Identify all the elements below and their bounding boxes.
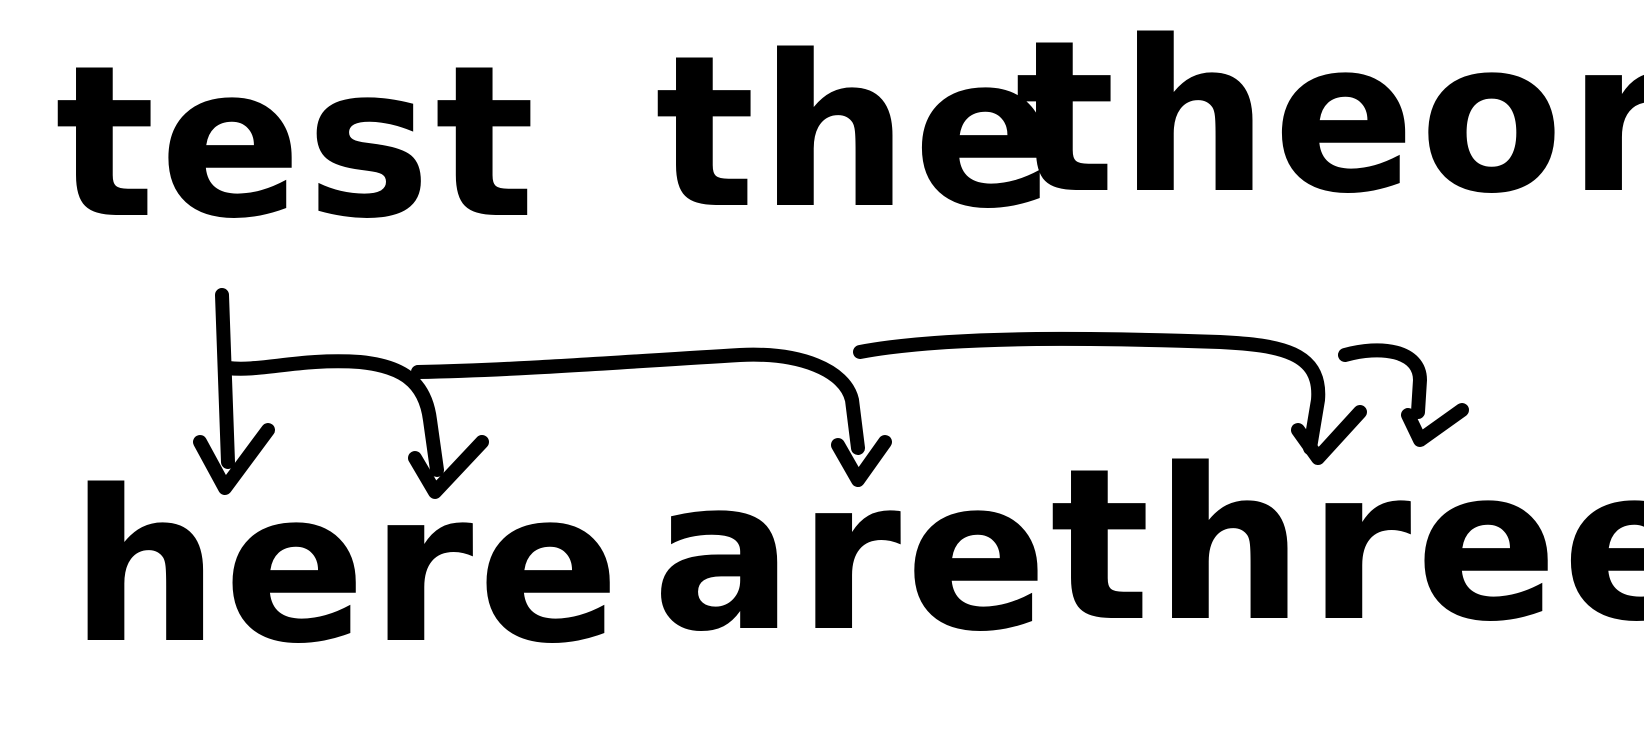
arrow-group: [193, 288, 1469, 499]
arrow-connector-three-end: [1338, 343, 1427, 419]
arrow-connector-are: [411, 347, 865, 455]
word-here: here: [70, 445, 624, 690]
arrowhead-three-end: [1401, 403, 1469, 447]
arrowhead-here-2: [408, 435, 489, 499]
arrowhead-here: [193, 423, 275, 495]
arrowhead-three: [1291, 405, 1367, 465]
arrow-stem-test: [215, 288, 235, 469]
word-are: are: [652, 433, 1052, 678]
word-theory: theory: [1015, 0, 1644, 240]
arrow-connector-here-2: [221, 354, 444, 477]
word-three: three: [1050, 423, 1644, 668]
arrowhead-are: [831, 435, 892, 487]
word-the: the: [655, 10, 1059, 255]
word-test: test: [55, 20, 539, 265]
arrow-connector-three: [853, 331, 1326, 455]
